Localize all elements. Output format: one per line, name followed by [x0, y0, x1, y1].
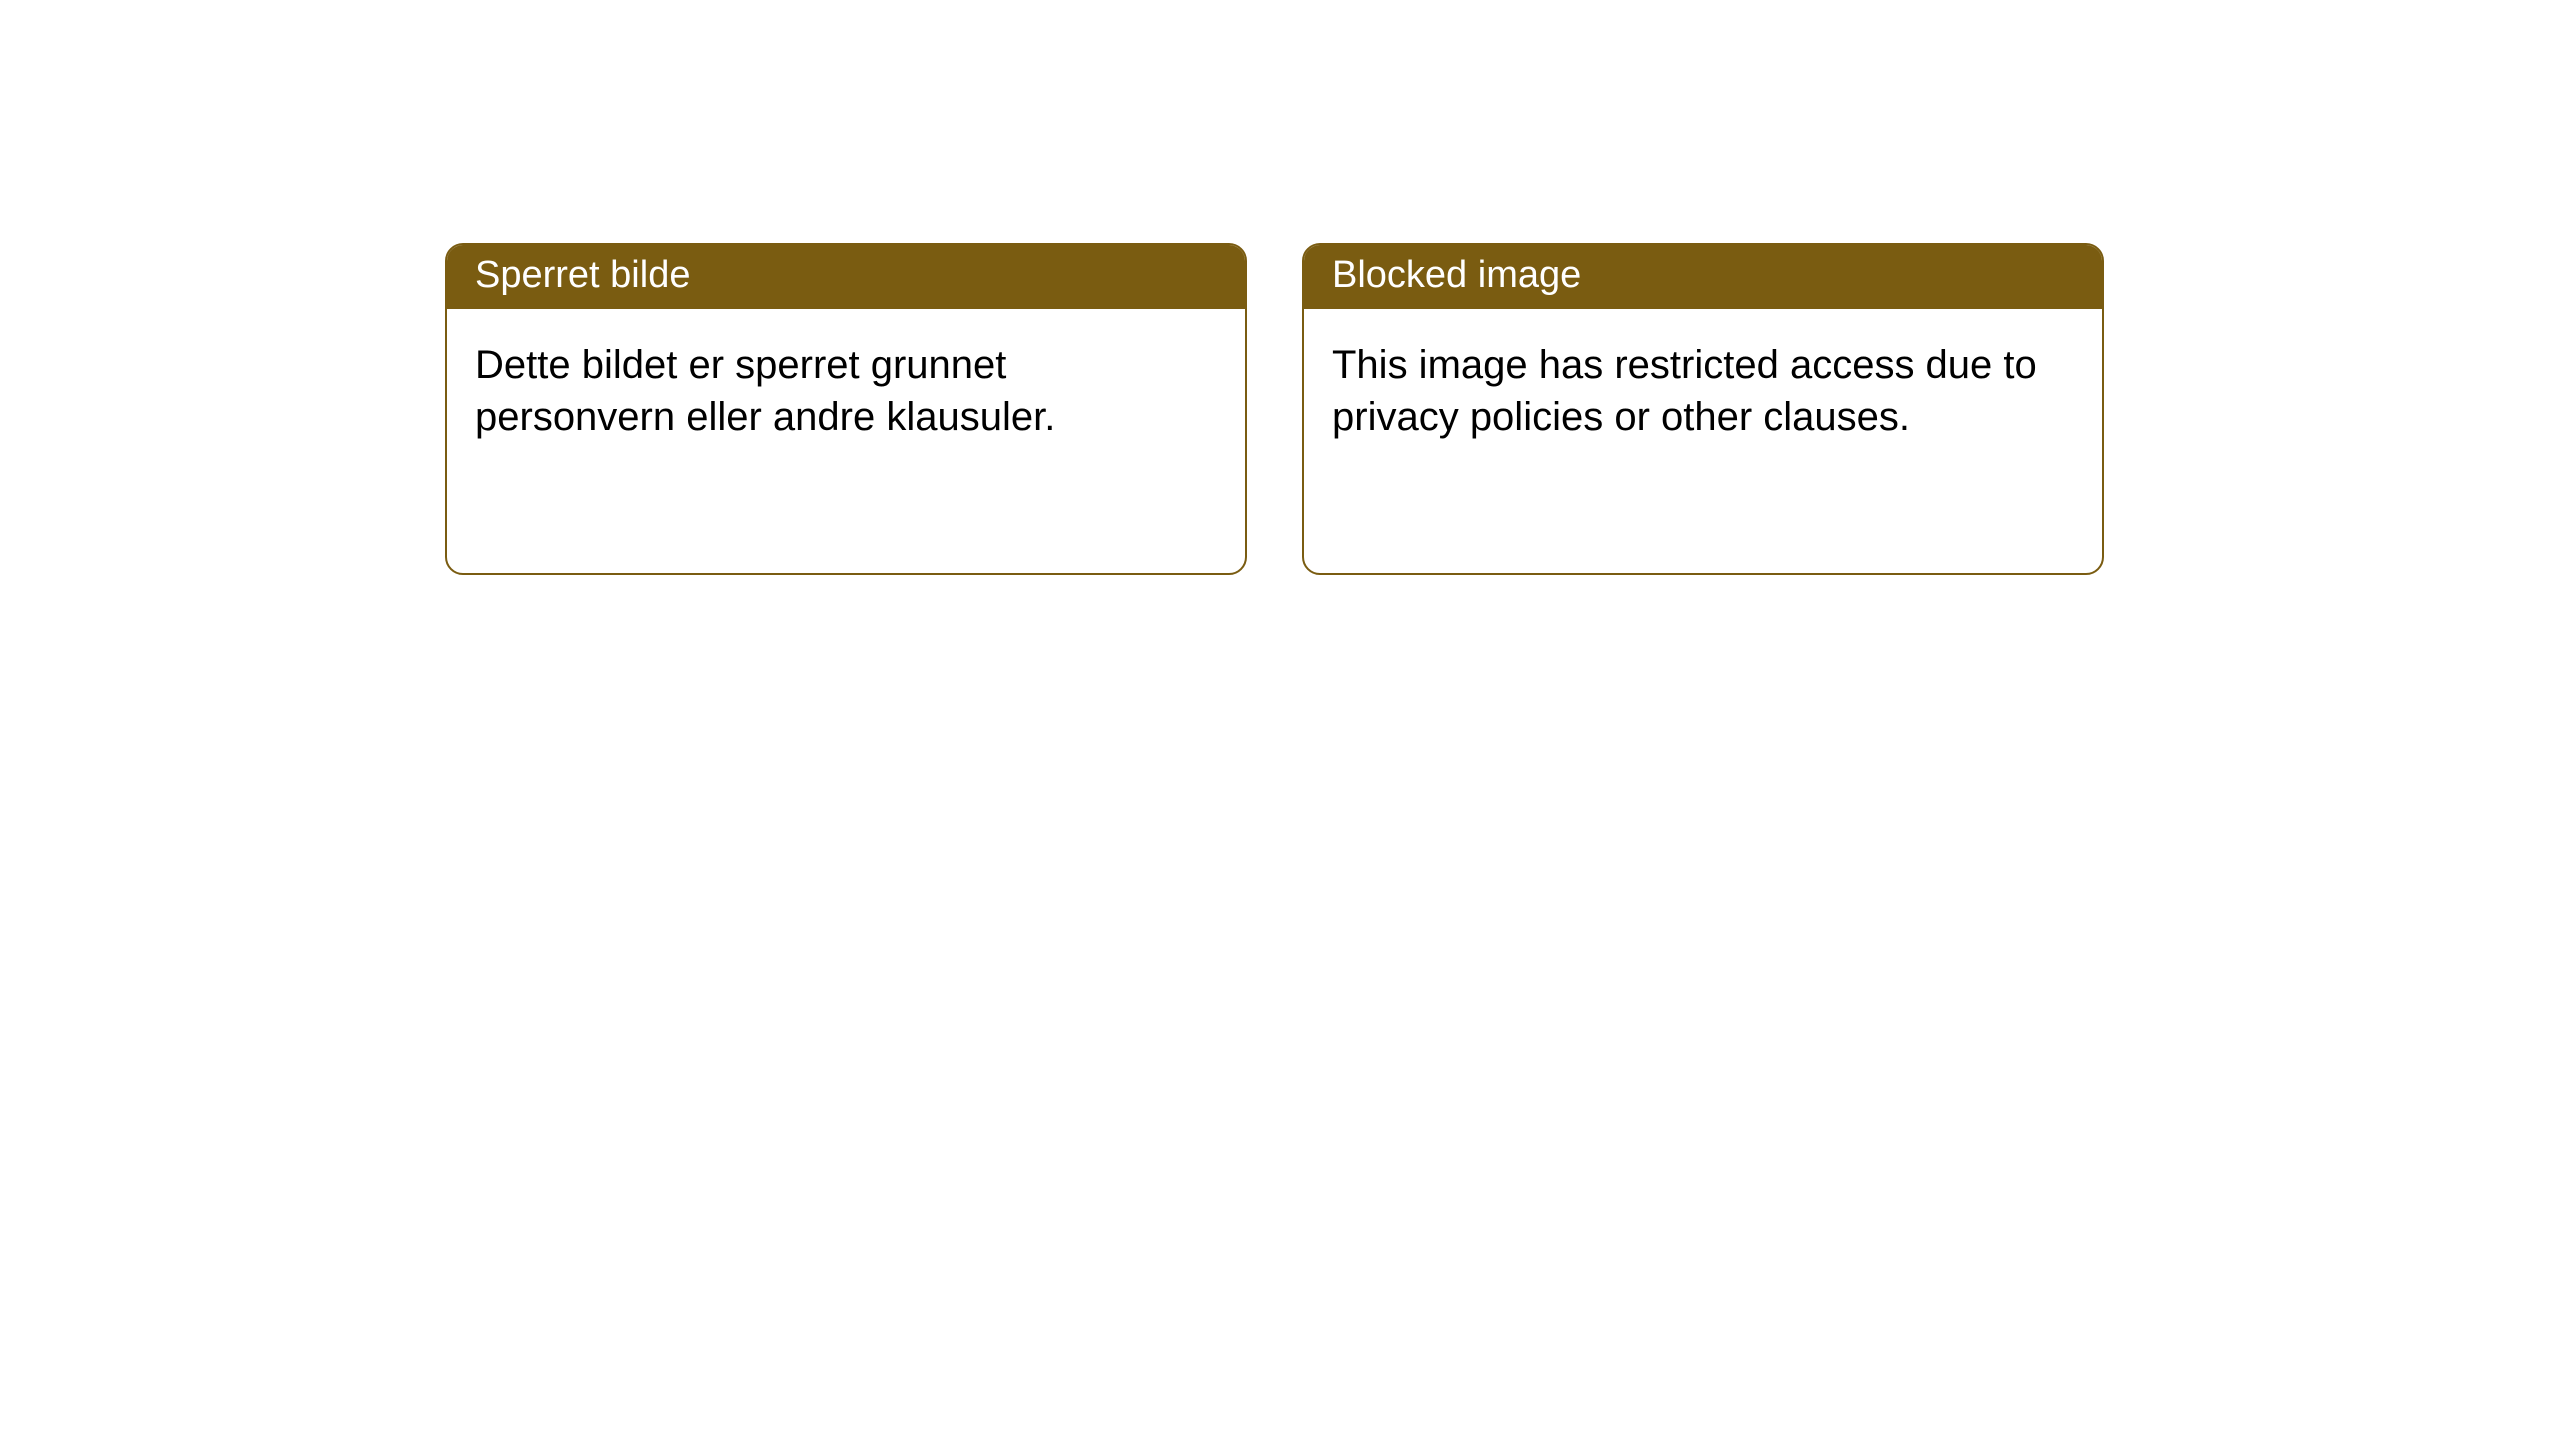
- card-title: Sperret bilde: [447, 245, 1245, 309]
- notice-card-norwegian: Sperret bilde Dette bildet er sperret gr…: [445, 243, 1247, 575]
- card-title: Blocked image: [1304, 245, 2102, 309]
- card-body: Dette bildet er sperret grunnet personve…: [447, 309, 1245, 473]
- notice-card-english: Blocked image This image has restricted …: [1302, 243, 2104, 575]
- card-body: This image has restricted access due to …: [1304, 309, 2102, 473]
- notice-cards-container: Sperret bilde Dette bildet er sperret gr…: [445, 243, 2104, 575]
